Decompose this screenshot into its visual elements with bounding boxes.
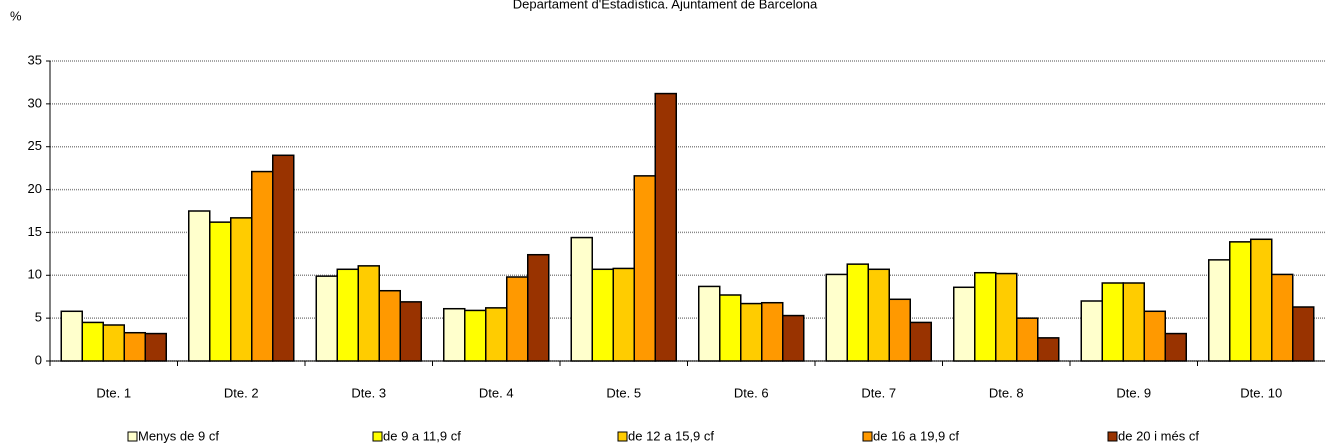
x-tick-label: Dte. 10 [1240,385,1282,400]
bar [123,331,146,362]
x-tick-label: Dte. 7 [861,385,896,400]
bar [102,324,125,362]
x-tick-label: Dte. 4 [479,385,514,400]
legend-label: de 12 a 15,9 cf [628,428,714,443]
bar [995,272,1018,362]
bar [909,321,932,362]
bar [251,170,274,362]
x-tick-label: Dte. 6 [734,385,769,400]
bar [761,301,784,362]
bar [1271,273,1294,362]
bar [188,210,211,362]
bar [464,309,487,362]
bar [654,92,677,362]
y-tick-label: 5 [35,310,42,325]
bar [443,307,466,362]
y-tick-label: 15 [28,224,42,239]
y-tick-label: 10 [28,267,42,282]
x-tick-label: Dte. 3 [351,385,386,400]
bar [527,253,550,362]
bar [144,332,167,362]
bar [1122,282,1145,362]
y-tick-label: 25 [28,138,42,153]
bar [1101,282,1124,362]
legend-swatch [372,431,383,442]
bar [1143,310,1166,362]
bar [336,268,359,362]
bar [1292,306,1315,362]
bar [888,298,911,362]
bar [81,321,104,362]
legend-swatch [617,431,628,442]
bar [570,236,593,362]
bar [506,276,529,362]
legend-label: de 20 i més cf [1118,428,1199,443]
bar [782,314,805,362]
bar [1037,337,1060,362]
y-tick-label: 0 [35,352,42,367]
bar [1080,300,1103,362]
bar [974,271,997,362]
bar [357,265,380,362]
bar [719,294,742,362]
bar [591,268,614,362]
bar [315,275,338,362]
legend-label: Menys de 9 cf [138,428,219,443]
bar [867,268,890,362]
bar [1164,332,1187,362]
legend-label: de 9 a 11,9 cf [383,428,461,443]
bar [825,273,848,362]
bar [485,307,508,362]
bar [209,221,232,362]
bar [846,263,869,362]
legend-swatch [127,431,138,442]
x-tick-label: Dte. 2 [224,385,259,400]
bar [1208,259,1231,362]
bar [378,289,401,362]
bar [633,175,656,362]
x-tick-label: Dte. 8 [989,385,1024,400]
chart-title: Departament d'Estadística. Ajuntament de… [513,0,818,11]
legend-swatch [862,431,873,442]
y-axis-label: % [10,8,22,23]
x-tick-label: Dte. 9 [1116,385,1151,400]
bar [399,301,422,362]
bar [1229,241,1252,362]
bar [60,310,83,362]
x-tick-label: Dte. 5 [606,385,641,400]
bar [612,267,635,362]
bar [953,286,976,362]
y-tick-label: 35 [28,52,42,67]
x-tick-label: Dte. 1 [96,385,131,400]
bar [740,302,763,362]
bar [1016,317,1039,362]
y-tick-label: 20 [28,181,42,196]
bar [698,285,721,362]
y-tick-label: 30 [28,95,42,110]
bar [230,217,253,362]
legend-label: de 16 a 19,9 cf [873,428,959,443]
bar [1250,238,1273,362]
bar [272,154,295,362]
legend-swatch [1107,431,1118,442]
